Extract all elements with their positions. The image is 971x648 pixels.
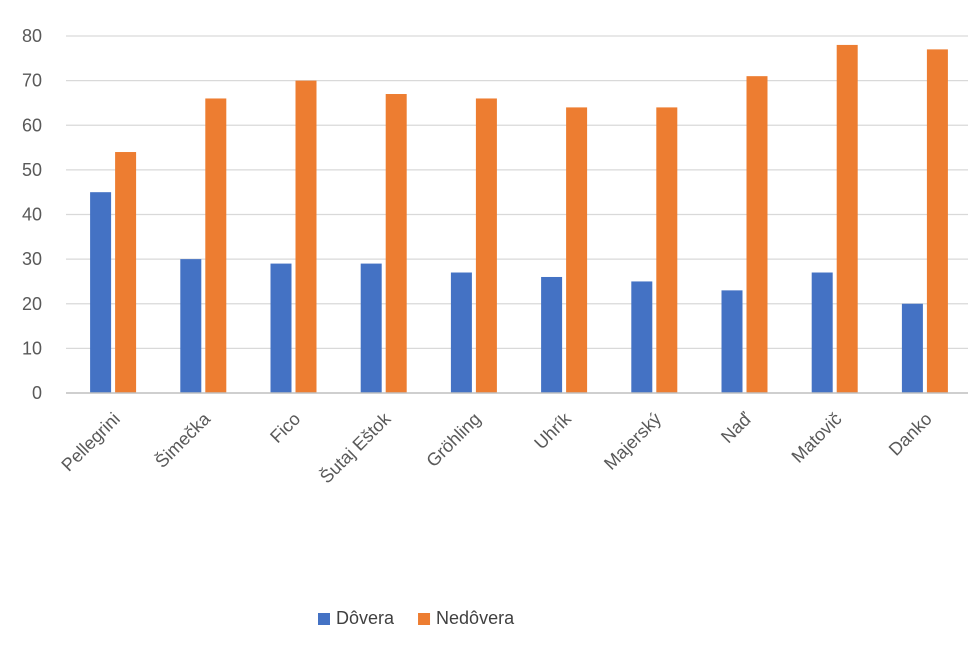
- y-tick-label: 50: [22, 160, 42, 180]
- x-tick-label: Fico: [266, 409, 304, 447]
- x-tick-label: Matovič: [788, 409, 846, 467]
- bar-dôvera-9: [901, 303, 923, 393]
- bar-nedôvera-0: [115, 152, 137, 393]
- x-tick-label: Šimečka: [150, 407, 214, 471]
- bar-nedôvera-5: [566, 107, 588, 394]
- y-axis-ticks: 0 10 20 30 40 50 60 70 80: [22, 26, 42, 403]
- legend-label-dôvera: Dôvera: [336, 608, 395, 628]
- bar-dôvera-3: [360, 263, 382, 393]
- bar-nedôvera-1: [205, 98, 227, 393]
- bar-dôvera-2: [270, 263, 292, 393]
- x-tick-label: Šutaj Eštok: [315, 407, 395, 487]
- x-tick-label: Pellegrini: [57, 409, 124, 476]
- bar-dôvera-6: [631, 281, 653, 393]
- legend-swatch-nedôvera: [418, 613, 431, 625]
- bar-nedôvera-2: [295, 80, 317, 393]
- bar-dôvera-7: [721, 290, 743, 393]
- bar-nedôvera-7: [746, 76, 768, 393]
- bar-dôvera-4: [450, 272, 472, 393]
- x-axis-ticks: Pellegrini Šimečka Fico Šutaj Eštok Gröhling…: [57, 407, 935, 487]
- bar-dôvera-8: [811, 272, 833, 393]
- bars: [90, 44, 948, 394]
- y-tick-label: 80: [22, 26, 42, 46]
- legend-label-nedôvera: Nedôvera: [436, 608, 515, 628]
- x-tick-label: Majerský: [600, 409, 665, 474]
- y-tick-label: 70: [22, 71, 42, 91]
- y-tick-label: 30: [22, 249, 42, 269]
- x-tick-label: Danko: [885, 409, 936, 460]
- x-tick-label: Naď: [717, 408, 756, 447]
- y-tick-label: 60: [22, 115, 42, 135]
- y-tick-label: 10: [22, 338, 42, 358]
- legend: Dôvera Nedôvera: [318, 608, 515, 628]
- y-tick-label: 20: [22, 294, 42, 314]
- bar-dôvera-0: [90, 192, 112, 393]
- bar-dôvera-1: [180, 259, 202, 393]
- bar-nedôvera-3: [385, 94, 407, 393]
- y-tick-label: 40: [22, 205, 42, 225]
- y-tick-label: 0: [32, 383, 42, 403]
- legend-swatch-dôvera: [318, 613, 330, 625]
- x-tick-label: Gröhling: [422, 409, 484, 471]
- bar-nedôvera-6: [656, 107, 678, 394]
- bar-nedôvera-8: [836, 44, 858, 394]
- x-tick-label: Uhrík: [530, 408, 575, 453]
- bar-nedôvera-4: [475, 98, 497, 393]
- bar-nedôvera-9: [926, 49, 948, 393]
- bar-dôvera-5: [541, 276, 563, 393]
